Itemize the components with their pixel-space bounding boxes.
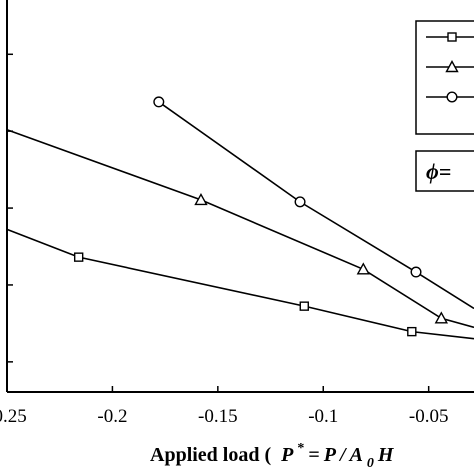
- series-point-square: [407, 326, 417, 337]
- legend-phi-box: [415, 150, 474, 192]
- series-point-circle: [294, 196, 306, 208]
- legend-phi-text: ϕ=: [426, 159, 451, 184]
- x-tick-label-3: -0.1: [308, 406, 338, 427]
- plot-frame: [6, 0, 474, 393]
- series-point-square: [73, 252, 84, 262]
- x-axis-title-var-p2: P: [323, 444, 337, 466]
- series-point-triangle: [194, 192, 208, 206]
- x-tick-label-4: -0.05: [409, 406, 449, 427]
- x-tick-label-2: -0.15: [198, 406, 238, 427]
- legend-marker-square: [447, 32, 457, 42]
- x-tick-label-0: -0.25: [0, 406, 27, 427]
- x-axis-tick-labels: -0.25 -0.2 -0.15 -0.1 -0.05: [0, 406, 448, 427]
- x-axis-title-var-a: A: [348, 444, 363, 466]
- series-triangle: [6, 128, 474, 329]
- series-point-triangle: [356, 262, 370, 275]
- series-point-square: [299, 301, 309, 311]
- legend: ϕ=: [415, 20, 474, 192]
- x-axis-title-prefix: Applied load (: [150, 444, 271, 466]
- legend-marker-triangle: [445, 60, 459, 73]
- series-line-circle: [158, 101, 474, 310]
- x-axis-title-var-h: H: [377, 444, 395, 466]
- legend-box: [415, 20, 474, 135]
- series-point-triangle: [434, 311, 449, 324]
- series-point-circle: [410, 266, 422, 278]
- x-tick-label-1: -0.2: [97, 406, 127, 427]
- x-axis-title-var-p: P: [280, 444, 294, 466]
- series-square: [6, 228, 474, 340]
- x-axis-ticks: [6, 386, 430, 392]
- series-point-circle: [153, 96, 165, 108]
- legend-marker-circle: [446, 91, 458, 103]
- x-axis-title-superscript: *: [297, 441, 304, 456]
- x-axis-title-subscript: 0: [367, 456, 374, 471]
- series-circle: [153, 96, 474, 310]
- x-axis-title-equals: =: [308, 444, 319, 466]
- x-axis-title: Applied load ( P * = P / A 0 H: [150, 439, 395, 471]
- x-axis-title-slash: /: [338, 444, 348, 466]
- series-layer: [6, 96, 474, 340]
- legend-entries: [426, 32, 474, 103]
